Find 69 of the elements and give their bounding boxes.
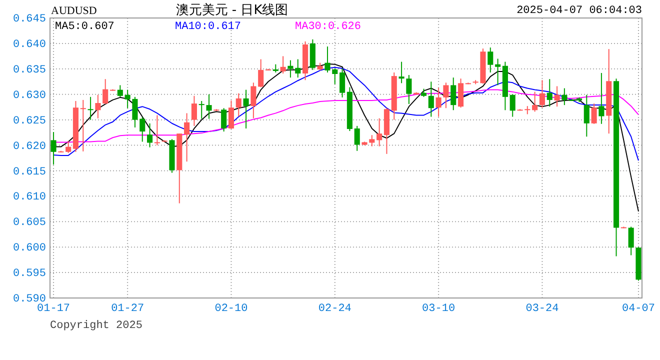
candlestick xyxy=(443,82,449,109)
y-tick-label: 0.630 xyxy=(12,90,46,102)
candlestick xyxy=(258,58,264,88)
candlestick xyxy=(450,77,456,111)
candlestick xyxy=(510,94,516,118)
candlestick xyxy=(228,100,234,130)
candlestick xyxy=(198,100,204,120)
text: MA10:0.617 xyxy=(175,21,242,33)
candlestick xyxy=(376,118,382,147)
y-tick-label: 0.640 xyxy=(12,38,46,51)
candlestick xyxy=(147,122,153,148)
text: MA30:0.626 xyxy=(295,21,362,33)
text: 2025-04-07 06:04:03 xyxy=(516,5,642,17)
x-tick-label: 01-17 xyxy=(37,302,70,315)
y-tick-label: 0.625 xyxy=(12,115,46,128)
candlestick xyxy=(288,60,294,78)
x-tick-label: 03-10 xyxy=(422,302,456,315)
candlestick xyxy=(488,47,494,73)
candlestick xyxy=(191,95,197,126)
chart-title: 澳元美元 - 日K线图 xyxy=(176,2,288,18)
candlestick xyxy=(584,94,590,138)
y-tick-label: 0.615 xyxy=(12,166,46,178)
candlestick xyxy=(295,58,301,78)
y-tick-label: 0.605 xyxy=(12,217,46,230)
candlestick xyxy=(236,92,242,117)
x-tick-label: 03-24 xyxy=(526,302,560,315)
y-tick-label: 0.600 xyxy=(12,242,46,255)
candlestick xyxy=(102,78,108,105)
candlestick xyxy=(66,140,72,154)
candlestick xyxy=(184,112,190,162)
candlestick xyxy=(598,72,604,124)
y-tick-label: 0.635 xyxy=(12,64,46,76)
candlestick xyxy=(495,58,501,86)
candlestick xyxy=(340,68,346,98)
text: MA5:0.607 xyxy=(55,21,114,33)
candlestick xyxy=(532,91,538,112)
candlestick xyxy=(539,80,545,108)
y-tick-label: 0.620 xyxy=(12,140,46,153)
candlestick xyxy=(406,74,412,105)
candlestick xyxy=(398,61,404,84)
candlestick xyxy=(280,56,286,74)
candlestick xyxy=(250,82,256,119)
chart-subtitle: AUDUSD xyxy=(51,5,97,17)
text: Copyright 2025 xyxy=(50,320,142,332)
candlestick xyxy=(354,125,360,152)
x-tick-label: 02-10 xyxy=(214,302,248,315)
candlestick xyxy=(546,78,552,108)
x-tick-label: 04-07 xyxy=(622,302,655,315)
y-tick-label: 0.645 xyxy=(12,14,46,26)
candlestick xyxy=(154,114,160,146)
candlestick xyxy=(88,96,94,120)
x-tick-label: 02-24 xyxy=(318,302,352,315)
candlestick xyxy=(428,81,434,118)
candlestick xyxy=(80,99,86,152)
y-tick-label: 0.595 xyxy=(12,268,46,280)
candlestick xyxy=(206,94,212,120)
candlestick xyxy=(458,78,464,108)
candlestick xyxy=(591,103,597,124)
candlestick xyxy=(554,86,560,108)
candlestick xyxy=(221,108,227,132)
candlestick xyxy=(117,84,123,98)
x-tick-label: 01-27 xyxy=(111,302,144,315)
y-tick-label: 0.610 xyxy=(12,192,46,204)
candlestick xyxy=(140,116,146,142)
candlestick xyxy=(436,87,442,118)
candlestick xyxy=(95,94,101,119)
candlestick xyxy=(628,226,634,256)
candlestick xyxy=(243,89,249,129)
candlestick xyxy=(562,88,568,106)
